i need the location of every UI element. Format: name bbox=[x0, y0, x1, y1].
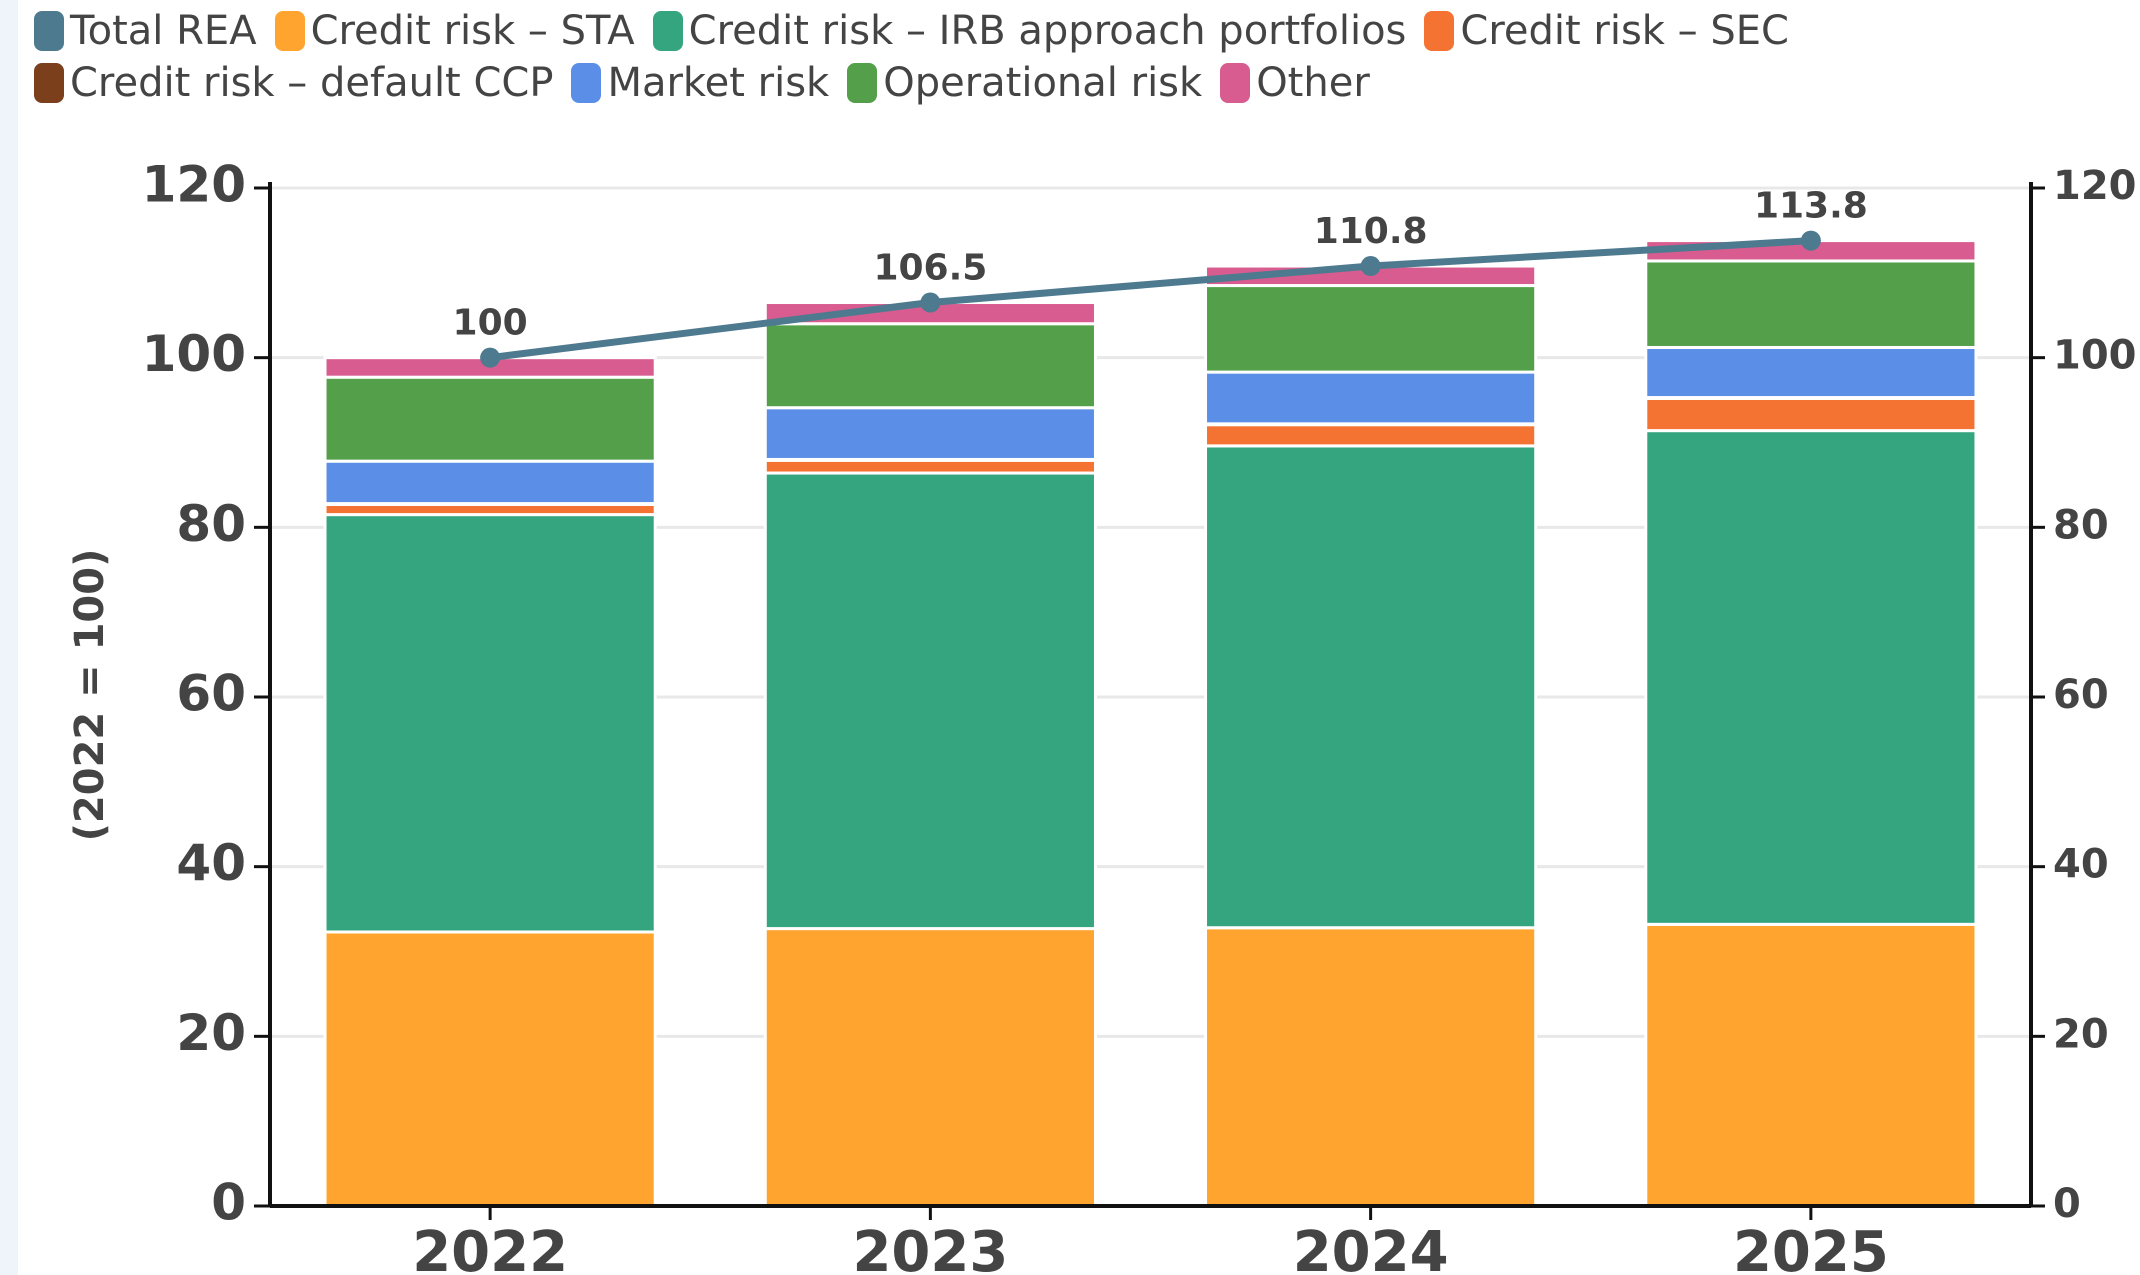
y-tick-label: 80 bbox=[176, 495, 246, 553]
legend-item: Market risk bbox=[571, 60, 829, 106]
bar-segment bbox=[763, 458, 1097, 475]
data-label: 110.8 bbox=[1314, 211, 1428, 252]
y-tick-label: 40 bbox=[176, 834, 246, 892]
line-marker bbox=[1800, 230, 1821, 251]
legend-swatch bbox=[274, 11, 305, 51]
line bbox=[489, 237, 1812, 362]
data-label: 100 bbox=[453, 303, 528, 344]
bar-segment bbox=[323, 513, 657, 934]
x-tick-label: 2023 bbox=[852, 1220, 1008, 1275]
legend-label: Total REA bbox=[70, 8, 257, 54]
data-label: 113.8 bbox=[1754, 186, 1868, 227]
bar-segment bbox=[1644, 345, 1978, 400]
bar-segment bbox=[1204, 423, 1538, 448]
legend-label: Other bbox=[1256, 60, 1370, 106]
bar-segment bbox=[763, 322, 1097, 410]
legend-item: Credit risk – SEC bbox=[1424, 8, 1789, 54]
legend-item: Credit risk – STA bbox=[274, 8, 635, 54]
legend-label: Operational risk bbox=[883, 60, 1203, 106]
y2-tick-label: 100 bbox=[2053, 333, 2137, 379]
legend-item: Operational risk bbox=[847, 60, 1202, 106]
y-tick-label: 0 bbox=[211, 1174, 246, 1232]
legend-label: Credit risk – STA bbox=[310, 8, 635, 54]
legend-item: Total REA bbox=[34, 8, 257, 54]
bar-segment bbox=[323, 459, 657, 506]
y2-tick-label: 60 bbox=[2053, 672, 2109, 718]
bar-segment bbox=[1204, 284, 1538, 374]
y-tick-label: 20 bbox=[176, 1004, 246, 1062]
legend-label: Credit risk – SEC bbox=[1460, 8, 1789, 54]
legend-swatch bbox=[1424, 11, 1455, 51]
y2-tick-label: 20 bbox=[2053, 1011, 2109, 1057]
bar-segment bbox=[1644, 922, 1978, 1208]
y-axis-label: (2022 = 100) bbox=[67, 549, 113, 842]
legend-swatch bbox=[1220, 63, 1251, 103]
bar-segment bbox=[763, 406, 1097, 461]
bar-segment bbox=[1644, 396, 1978, 433]
legend-item: Credit risk – IRB approach portfolios bbox=[652, 8, 1407, 54]
x-tick-label: 2022 bbox=[412, 1220, 568, 1275]
y2-tick-label: 120 bbox=[2053, 163, 2137, 209]
x-tick-label: 2025 bbox=[1733, 1220, 1889, 1275]
bar-segment bbox=[1204, 444, 1538, 930]
y2-tick-label: 80 bbox=[2053, 502, 2109, 548]
legend-swatch bbox=[34, 63, 64, 103]
legend-label: Credit risk – default CCP bbox=[70, 60, 554, 106]
data-label: 106.5 bbox=[873, 248, 987, 289]
bar-segment bbox=[763, 471, 1097, 931]
line-marker bbox=[1360, 256, 1381, 277]
legend-swatch bbox=[652, 11, 683, 51]
legend-item: Other bbox=[1220, 60, 1370, 106]
y-tick-label: 60 bbox=[176, 665, 246, 723]
x-tick-label: 2024 bbox=[1293, 1220, 1449, 1275]
y2-tick-label: 40 bbox=[2053, 842, 2109, 888]
legend-swatch bbox=[571, 63, 602, 103]
bar-segment bbox=[1204, 926, 1538, 1208]
line-marker bbox=[920, 292, 941, 313]
y-tick-label: 120 bbox=[142, 156, 246, 214]
bar-segment bbox=[323, 930, 657, 1208]
bar-segment bbox=[1644, 429, 1978, 926]
bar-segment bbox=[323, 375, 657, 463]
y2-tick-label: 0 bbox=[2053, 1181, 2081, 1227]
bar-segment bbox=[1644, 259, 1978, 349]
bar-segment bbox=[323, 502, 657, 517]
y-tick-label: 100 bbox=[142, 325, 246, 383]
line-marker bbox=[480, 347, 501, 368]
bar-segment bbox=[1204, 370, 1538, 426]
legend-label: Market risk bbox=[607, 60, 830, 106]
bar-segment bbox=[763, 927, 1097, 1208]
legend-swatch bbox=[847, 63, 878, 103]
legend-swatch bbox=[34, 11, 64, 51]
legend-item: Credit risk – default CCP bbox=[34, 60, 553, 106]
legend-label: Credit risk – IRB approach portfolios bbox=[688, 8, 1407, 54]
side-strip bbox=[0, 0, 18, 1275]
legend: Total REA Credit risk – STA Credit risk – … bbox=[34, 8, 1914, 106]
